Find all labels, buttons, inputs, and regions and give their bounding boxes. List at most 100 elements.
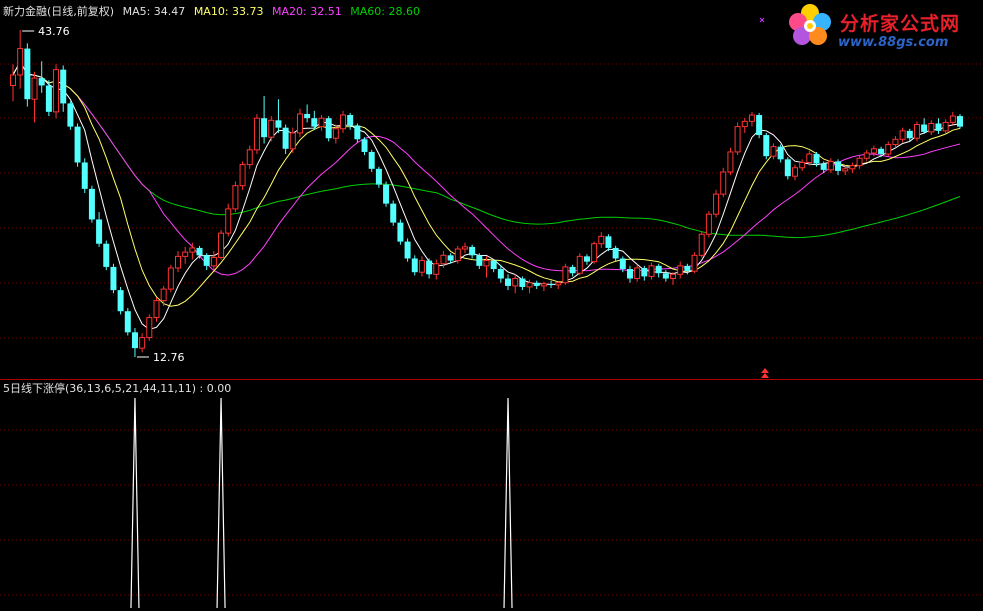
candle (74, 123, 81, 167)
candle (354, 123, 361, 143)
price-grid (0, 63, 983, 596)
candle (447, 253, 454, 264)
candle-body (949, 115, 956, 123)
candle (153, 297, 160, 322)
candle (756, 112, 763, 139)
candle-body (748, 114, 755, 122)
candle (175, 251, 182, 273)
candle-body (777, 146, 784, 160)
candle (390, 200, 397, 226)
candle (505, 274, 512, 291)
candle (591, 241, 598, 264)
ma20-line (12, 60, 961, 276)
candle (540, 281, 547, 292)
candle (670, 272, 677, 285)
candle (684, 263, 691, 275)
candle-body (497, 269, 504, 279)
candle-body (799, 161, 806, 169)
candle-body (433, 263, 440, 275)
candle (483, 256, 490, 278)
candle (45, 80, 52, 117)
candle (275, 99, 282, 133)
candle-body (340, 114, 347, 130)
candle (662, 270, 669, 282)
candle (311, 110, 318, 130)
candle-body (741, 120, 748, 128)
candle (605, 234, 612, 252)
candle (748, 111, 755, 127)
candle-body (670, 273, 677, 280)
candle-body (24, 48, 31, 100)
candle (196, 245, 203, 259)
candle-body (289, 132, 296, 150)
candle (461, 242, 468, 254)
ma20-label: MA20: 32.51 (272, 5, 342, 18)
candle (232, 181, 239, 213)
candle-body (261, 118, 268, 138)
candle-body (957, 116, 963, 127)
candle-body (756, 115, 763, 136)
candle-body (913, 124, 920, 139)
candle (88, 185, 95, 223)
candle (383, 181, 390, 207)
candle (892, 136, 899, 148)
candle-body (820, 163, 827, 170)
candle (318, 115, 325, 131)
candle-body (246, 149, 253, 166)
candle-body (813, 154, 820, 164)
candle (548, 280, 555, 289)
candle-body (304, 113, 311, 119)
candle-body (182, 251, 189, 257)
candle (469, 244, 476, 259)
candle (741, 118, 748, 133)
candle-body (153, 300, 160, 319)
candle-body (770, 146, 777, 157)
candle (268, 116, 275, 142)
candle-body (383, 184, 390, 204)
candle-body (548, 283, 555, 285)
candle (770, 143, 777, 160)
candle (246, 145, 253, 169)
candle-body (505, 278, 512, 286)
candle (612, 245, 619, 262)
candle (440, 251, 447, 268)
candle (835, 159, 842, 176)
candle (203, 253, 210, 271)
candle (404, 238, 411, 262)
candle (583, 254, 590, 265)
stock-title: 新力金融(日线,前复权) (3, 5, 115, 18)
chart-header: 新力金融(日线,前复权) MA5: 34.47 MA10: 33.73 MA20… (3, 4, 425, 20)
candle (734, 122, 741, 156)
watermark-logo: 分析家公式网 www.88gs.com (782, 2, 982, 54)
candle (117, 286, 124, 315)
candle-body (490, 260, 497, 270)
candlestick-series (10, 30, 963, 357)
candle-body (533, 282, 540, 286)
ma5-label: MA5: 34.47 (122, 5, 186, 18)
candle-body (45, 85, 52, 112)
candle (53, 64, 60, 119)
candle (182, 246, 189, 264)
candle-body (612, 247, 619, 259)
candle-body (476, 255, 483, 266)
candle (878, 146, 885, 158)
candle-body (713, 193, 720, 215)
ma10-label: MA10: 33.73 (193, 5, 264, 18)
ma60-line (12, 60, 961, 239)
candle-body (375, 168, 382, 185)
signal-spike (216, 397, 226, 609)
candle-body (562, 266, 569, 284)
candle-body (662, 273, 669, 279)
candle (96, 212, 103, 247)
candle-body (835, 161, 842, 171)
candle (67, 101, 74, 130)
candle (189, 242, 196, 260)
candle-body (10, 74, 16, 86)
candle (813, 151, 820, 167)
candle (131, 328, 138, 357)
candle-body (892, 138, 899, 146)
candle-body (720, 171, 727, 195)
candle (426, 258, 433, 279)
candle (160, 285, 167, 306)
